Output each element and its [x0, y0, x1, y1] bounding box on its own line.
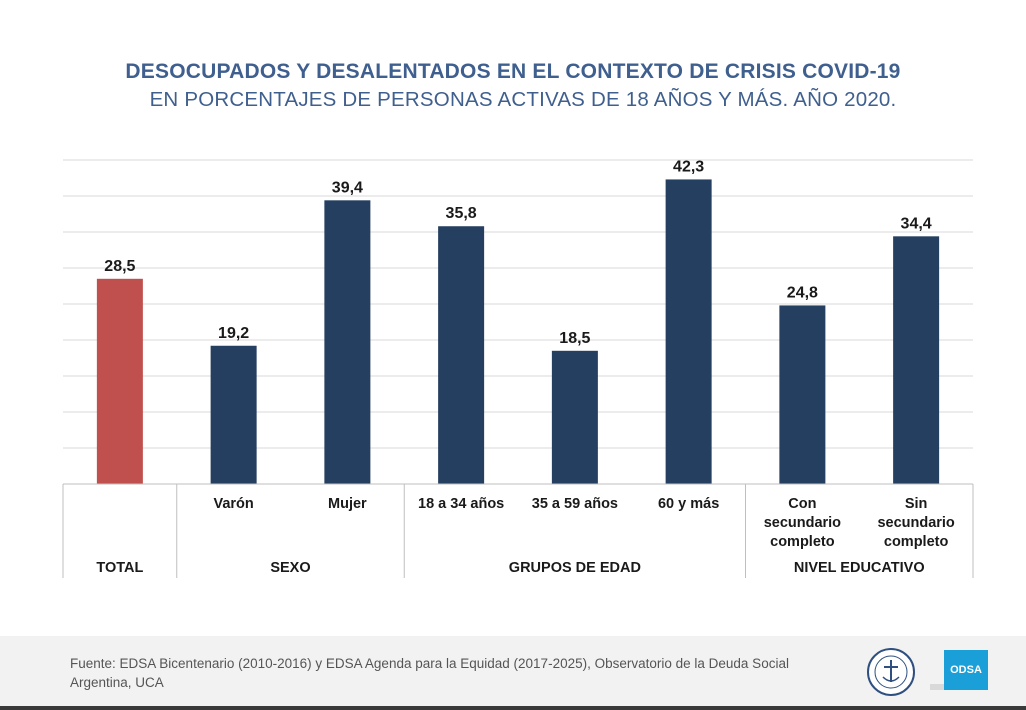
value-label: 28,5: [104, 258, 135, 275]
odsa-logo: ODSA: [944, 650, 988, 690]
category-label: Sin secundario completo: [877, 496, 954, 550]
bar: [665, 179, 712, 484]
chart-title: DESOCUPADOS Y DESALENTADOS EN EL CONTEXT…: [125, 60, 901, 83]
category-label: Varón: [213, 496, 253, 512]
logo-tail: [930, 684, 944, 690]
value-label: 35,8: [446, 205, 477, 222]
bottom-rule: [0, 706, 1026, 710]
group-label: NIVEL EDUCATIVO: [794, 560, 925, 576]
bar: [96, 278, 143, 484]
bar-chart: 28,5 19,2 39,4 35,8 18,5 42,3 24,8 34,4 Varón Muj…: [62, 158, 974, 578]
value-label: 39,4: [332, 179, 363, 196]
bar: [210, 345, 257, 484]
chart-subtitle: EN PORCENTAJES DE PERSONAS ACTIVAS DE 18…: [149, 88, 897, 111]
bar: [324, 200, 371, 484]
uca-seal-icon: [867, 648, 915, 696]
value-label: 34,4: [901, 215, 932, 232]
value-label: 18,5: [559, 330, 590, 347]
source-note: Fuente: EDSA Bicentenario (2010-2016) y …: [70, 656, 789, 690]
group-label: SEXO: [270, 560, 310, 576]
bar: [893, 236, 940, 484]
value-label: 42,3: [673, 158, 704, 175]
category-label: Mujer: [328, 496, 367, 512]
group-label: GRUPOS DE EDAD: [509, 560, 641, 576]
value-label: 19,2: [218, 325, 249, 342]
bar: [551, 350, 598, 484]
bar: [438, 226, 485, 485]
value-label: 24,8: [787, 284, 818, 301]
category-label: 60 y más: [658, 496, 719, 512]
group-label: TOTAL: [96, 560, 143, 576]
bar: [779, 305, 826, 484]
category-label: 18 a 34 años: [418, 496, 504, 512]
category-label: 35 a 59 años: [532, 496, 618, 512]
footer-bar: [0, 636, 1026, 710]
category-label: Con secundario completo: [764, 496, 841, 550]
